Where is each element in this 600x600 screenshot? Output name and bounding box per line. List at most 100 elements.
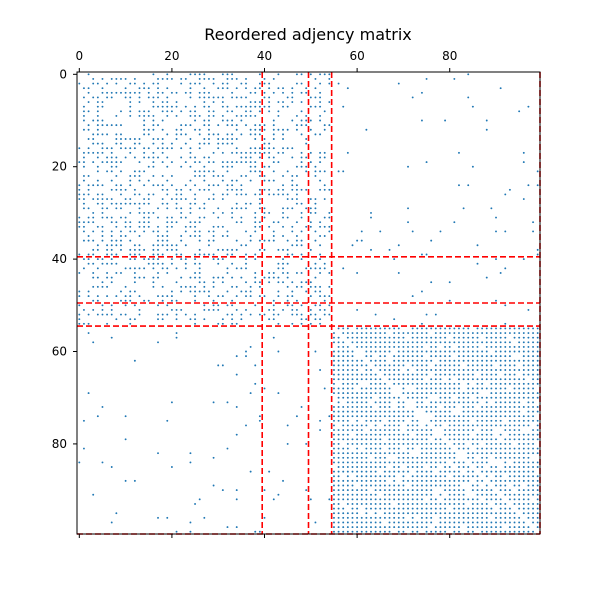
matrix-entry [314, 262, 317, 265]
matrix-entry [462, 369, 465, 371]
matrix-entry [92, 211, 95, 214]
matrix-entry [402, 489, 405, 492]
matrix-entry [411, 466, 414, 468]
matrix-entry [78, 184, 81, 187]
matrix-entry [499, 350, 502, 353]
matrix-entry [388, 498, 391, 501]
matrix-entry [231, 188, 234, 191]
matrix-entry [342, 424, 345, 427]
matrix-entry [434, 415, 437, 418]
matrix-entry [258, 198, 261, 200]
matrix-entry [458, 512, 460, 515]
matrix-entry [180, 211, 183, 214]
matrix-entry [425, 429, 428, 431]
matrix-entry [402, 382, 405, 385]
matrix-entry [402, 336, 405, 339]
matrix-entry [416, 382, 419, 385]
matrix-entry [356, 332, 359, 334]
matrix-entry [124, 147, 127, 150]
matrix-entry [115, 295, 118, 298]
matrix-entry [194, 225, 197, 228]
matrix-entry [286, 262, 289, 265]
matrix-entry [295, 239, 298, 242]
matrix-entry [203, 216, 206, 219]
matrix-entry [476, 262, 479, 265]
matrix-entry [346, 456, 349, 459]
matrix-entry [411, 364, 414, 367]
matrix-entry [518, 484, 521, 487]
matrix-entry [110, 96, 113, 99]
matrix-entry [508, 332, 511, 334]
matrix-entry [249, 161, 252, 164]
matrix-entry [467, 470, 470, 473]
matrix-entry [346, 475, 349, 478]
matrix-entry [263, 77, 266, 80]
matrix-entry [467, 424, 470, 427]
matrix-entry [212, 198, 215, 200]
matrix-entry [133, 290, 136, 293]
matrix-entry [221, 119, 224, 122]
matrix-entry [490, 442, 493, 445]
matrix-entry [536, 461, 539, 464]
matrix-entry [286, 299, 289, 302]
matrix-entry [485, 345, 488, 348]
matrix-entry [203, 318, 206, 321]
matrix-entry [92, 253, 95, 256]
matrix-entry [439, 484, 442, 487]
matrix-entry [416, 526, 419, 529]
matrix-entry [342, 105, 345, 108]
matrix-entry [295, 128, 298, 131]
matrix-entry [101, 87, 104, 90]
matrix-entry [490, 336, 493, 339]
matrix-entry [370, 493, 372, 496]
matrix-entry [508, 438, 511, 441]
matrix-entry [129, 225, 132, 228]
matrix-entry [536, 493, 539, 496]
matrix-entry [402, 415, 405, 418]
matrix-entry [420, 466, 423, 468]
matrix-entry [471, 442, 474, 445]
matrix-entry [254, 272, 257, 274]
matrix-entry [309, 322, 312, 325]
matrix-entry [462, 447, 465, 450]
matrix-entry [490, 466, 493, 468]
matrix-entry [92, 138, 95, 140]
matrix-entry [518, 526, 521, 529]
matrix-entry [346, 387, 349, 390]
matrix-entry [249, 239, 252, 242]
matrix-entry [467, 498, 470, 501]
matrix-entry [439, 382, 442, 385]
matrix-entry [356, 456, 359, 459]
matrix-entry [393, 424, 396, 427]
matrix-entry [110, 151, 113, 154]
matrix-entry [458, 419, 460, 422]
matrix-entry [342, 466, 345, 468]
matrix-entry [536, 336, 539, 339]
matrix-entry [101, 101, 104, 103]
matrix-entry [360, 429, 363, 431]
matrix-entry [453, 493, 456, 496]
matrix-entry [453, 415, 456, 418]
matrix-entry [532, 475, 535, 478]
matrix-entry [268, 211, 271, 214]
matrix-entry [124, 225, 127, 228]
matrix-entry [420, 355, 423, 358]
matrix-entry [78, 253, 81, 256]
matrix-entry [490, 207, 493, 210]
matrix-entry [254, 225, 257, 228]
matrix-entry [217, 304, 220, 307]
y-tick-label: 60 [52, 345, 67, 359]
matrix-entry [383, 359, 386, 362]
matrix-entry [393, 526, 396, 529]
matrix-entry [110, 308, 113, 311]
matrix-entry [110, 161, 113, 164]
matrix-entry [249, 151, 252, 154]
matrix-entry [425, 350, 428, 353]
matrix-entry [434, 378, 437, 381]
matrix-entry [434, 341, 437, 344]
matrix-entry [323, 188, 326, 191]
matrix-entry [430, 470, 433, 473]
matrix-entry [522, 433, 525, 436]
matrix-entry [110, 91, 113, 94]
matrix-entry [166, 304, 169, 307]
